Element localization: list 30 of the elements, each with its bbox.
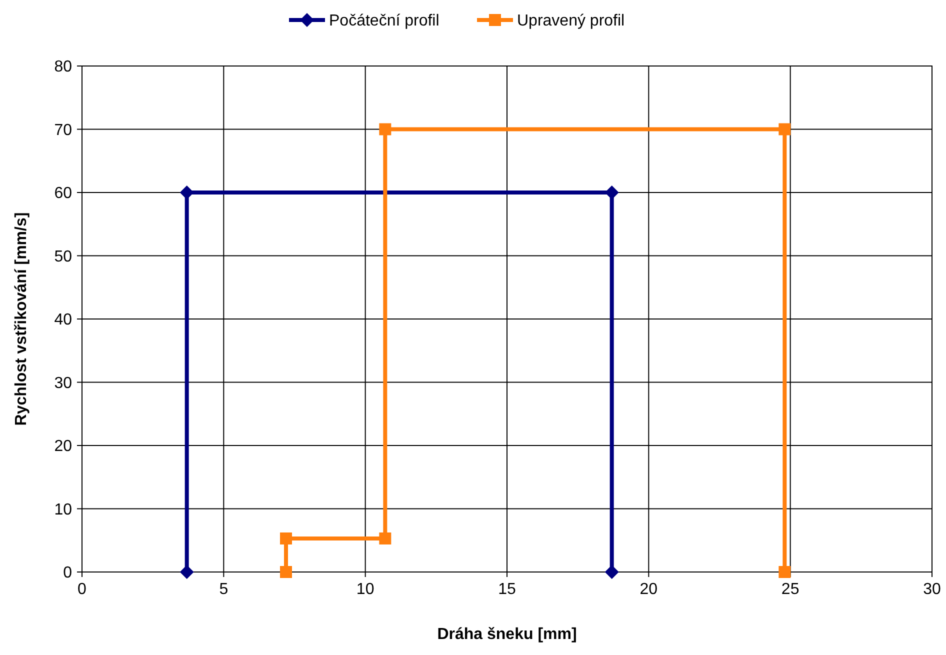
- point: [379, 532, 392, 544]
- y-tick-label: 60: [54, 185, 72, 202]
- point: [778, 566, 791, 578]
- y-tick-label: 80: [54, 58, 72, 76]
- point: [280, 532, 292, 544]
- y-axis-title: Rychlost vstřikování [mm/s]: [13, 212, 30, 426]
- legend-label: Počáteční profil: [329, 12, 440, 30]
- y-tick-label: 10: [54, 501, 72, 518]
- x-tick-label: 30: [923, 581, 941, 598]
- x-axis-title: Dráha šneku [mm]: [437, 626, 577, 643]
- x-tick-label: 10: [356, 581, 374, 598]
- point: [180, 186, 194, 200]
- y-tick-label: 20: [54, 438, 72, 456]
- x-tick-label: 20: [640, 581, 658, 598]
- x-tick-label: 15: [498, 581, 516, 598]
- point: [180, 565, 194, 579]
- y-tick-label: 40: [54, 312, 72, 329]
- y-tick-label: 30: [54, 374, 72, 392]
- legend-label: Upravený profil: [517, 12, 625, 30]
- point: [280, 566, 292, 578]
- x-tick-label: 5: [219, 581, 228, 598]
- y-tick-label: 70: [54, 122, 72, 139]
- point: [778, 123, 791, 136]
- x-tick-label: 25: [781, 581, 800, 598]
- point: [379, 123, 392, 136]
- x-tick-label: 0: [78, 581, 87, 598]
- point: [604, 186, 619, 200]
- point: [604, 565, 619, 579]
- y-tick-label: 0: [63, 564, 72, 582]
- y-tick-label: 50: [54, 248, 72, 266]
